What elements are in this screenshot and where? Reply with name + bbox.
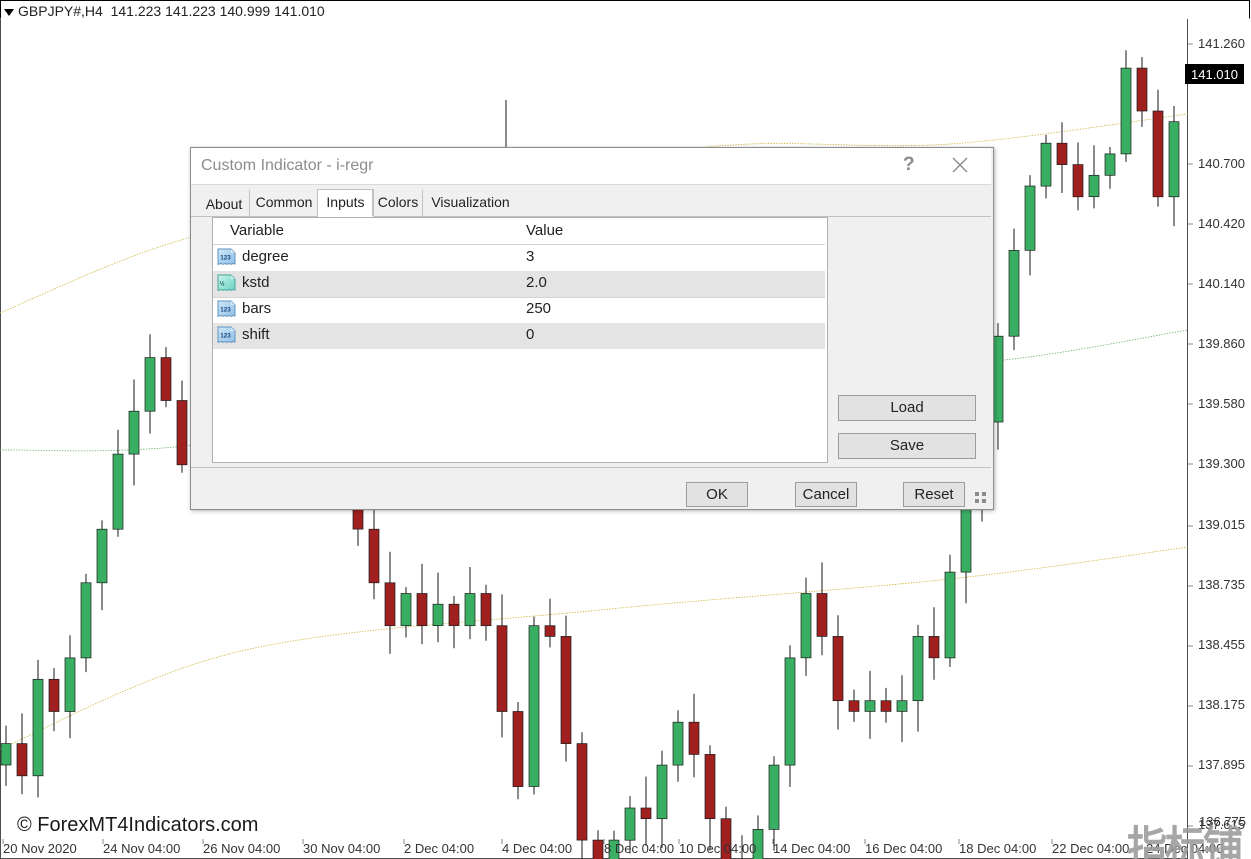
- svg-text:123: 123: [220, 307, 231, 314]
- svg-text:½: ½: [219, 280, 224, 288]
- svg-text:123: 123: [220, 255, 231, 262]
- svg-text:123: 123: [220, 333, 231, 340]
